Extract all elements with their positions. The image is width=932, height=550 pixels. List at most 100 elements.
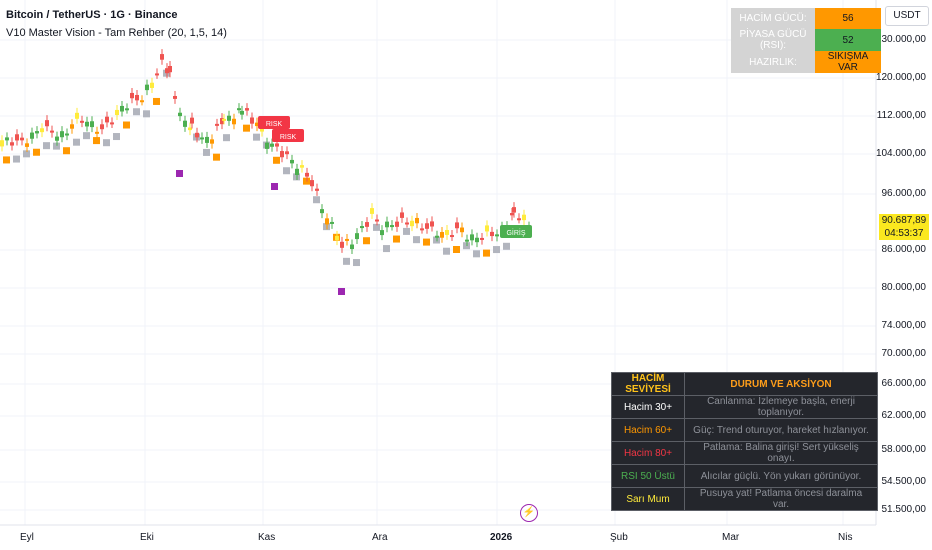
- candle-body: [285, 151, 289, 155]
- candle-body: [405, 222, 409, 225]
- time-axis-label: Şub: [610, 532, 628, 543]
- volume-marker: [403, 227, 410, 235]
- candle-body: [75, 112, 79, 119]
- candle-body: [415, 217, 419, 224]
- candle-body: [100, 124, 104, 130]
- candle-body: [188, 127, 192, 131]
- candle-body: [130, 92, 134, 99]
- candle-body: [270, 143, 274, 147]
- currency-button[interactable]: USDT: [885, 6, 929, 26]
- candle-body: [240, 110, 244, 115]
- candle-body: [160, 54, 164, 60]
- volume-marker: [3, 156, 10, 164]
- candle-body: [460, 227, 464, 233]
- entry-label-text: GİRİŞ: [506, 228, 525, 237]
- volume-marker: [473, 250, 480, 258]
- volume-marker: [343, 257, 350, 265]
- volume-marker: [33, 148, 40, 156]
- legend-row: Hacim 80+ Patlama: Balina girişi! Sert yü…: [611, 441, 878, 465]
- status-label: PİYASA GÜCÜ (RSI):: [731, 29, 815, 51]
- candle-body: [30, 132, 34, 139]
- candle-body: [430, 221, 434, 227]
- legend-table: HACİM SEVİYESİ DURUM VE AKSİYON Hacim 30…: [611, 372, 878, 511]
- candle-body: [435, 235, 439, 238]
- candle-body: [215, 123, 219, 126]
- legend-level: Hacim 30+: [611, 395, 685, 419]
- candle-body: [395, 221, 399, 227]
- price-axis-label: 112.000,00: [876, 110, 926, 121]
- candle-body: [260, 128, 264, 132]
- candle-body: [335, 235, 339, 241]
- legend-row: Sarı Mum Pusuya yat! Patlama öncesi daral…: [611, 487, 878, 511]
- volume-marker: [13, 155, 20, 163]
- volume-marker: [353, 259, 360, 267]
- status-value: SIKIŞMA VAR: [815, 51, 881, 73]
- candle-body: [60, 131, 64, 138]
- volume-marker: [213, 153, 220, 161]
- candle-body: [190, 117, 194, 124]
- symbol-title[interactable]: Bitcoin / TetherUS · 1G · Binance: [6, 9, 178, 21]
- legend-row: RSI 50 Üstü Alıcılar güçlü. Yön yukarı gö…: [611, 464, 878, 488]
- candle-body: [200, 137, 204, 140]
- status-table: HACİM GÜCÜ: 56 PİYASA GÜCÜ (RSI): 52 HAZIRLI…: [731, 8, 881, 73]
- chart-header: Bitcoin / TetherUS · 1G · Binance V10 Ma…: [6, 8, 227, 40]
- candle-body: [455, 222, 459, 229]
- volume-marker: [493, 246, 500, 254]
- volume-marker: [423, 238, 430, 246]
- candle-body: [5, 137, 9, 141]
- candle-body: [310, 180, 314, 187]
- candle-body: [410, 220, 414, 227]
- time-axis-label: Ara: [372, 532, 388, 543]
- candle-body: [400, 212, 404, 218]
- price-axis-label: 74.000,00: [881, 320, 927, 331]
- candle-body: [320, 209, 324, 214]
- price-axis-label: 130.000,00: [875, 34, 926, 45]
- candle-body: [135, 94, 139, 101]
- price-axis-label: 80.000,00: [881, 282, 927, 293]
- candle-body: [145, 84, 149, 91]
- candle-body: [125, 108, 129, 111]
- time-axis-label: Mar: [722, 532, 740, 543]
- candle-body: [120, 105, 124, 112]
- candle-body: [375, 219, 379, 222]
- candle-body: [80, 120, 84, 123]
- candle-body: [470, 234, 474, 241]
- price-axis-label: 51.500,00: [881, 504, 927, 515]
- time-axis-label: Eyl: [20, 532, 34, 543]
- candle-body: [165, 68, 169, 74]
- time-axis-label: 2026: [490, 532, 513, 543]
- indicator-title[interactable]: V10 Master Vision - Tam Rehber (20, 1,5,…: [6, 27, 227, 39]
- candle-body: [232, 118, 236, 125]
- price-axis-label: 58.000,00: [881, 444, 927, 455]
- candle-body: [65, 133, 69, 136]
- candle-body: [445, 229, 449, 235]
- current-price-value: 90.687,89: [881, 215, 927, 226]
- candle-body: [50, 130, 54, 133]
- candle-body: [15, 134, 19, 141]
- time-axis-label: Eki: [140, 532, 154, 543]
- candle-body: [245, 108, 249, 111]
- volume-marker: [453, 245, 460, 253]
- purple-signal-marker: [271, 183, 278, 190]
- candle-body: [195, 132, 199, 138]
- volume-marker: [483, 249, 490, 257]
- price-axis-label: 86.000,00: [881, 244, 927, 255]
- legend-action: Güç: Trend oturuyor, hareket hızlanıyor.: [684, 418, 878, 442]
- candle-body: [420, 228, 424, 231]
- volume-marker: [133, 108, 140, 116]
- volume-marker: [143, 110, 150, 118]
- volume-marker: [123, 121, 130, 129]
- candle-body: [325, 218, 329, 225]
- volume-marker: [243, 124, 250, 132]
- candle-body: [265, 142, 269, 149]
- candle-body: [40, 128, 44, 133]
- current-price-tag: 90.687,89 04:53:37: [879, 214, 929, 240]
- volume-marker: [203, 148, 210, 156]
- candle-body: [365, 222, 369, 227]
- volume-marker: [73, 138, 80, 146]
- candle-body: [380, 230, 384, 236]
- volume-marker: [43, 142, 50, 150]
- flash-icon[interactable]: ⚡: [520, 504, 538, 522]
- candle-body: [340, 241, 344, 248]
- legend-action: Patlama: Balina girişi! Sert yükseliş on…: [684, 441, 878, 465]
